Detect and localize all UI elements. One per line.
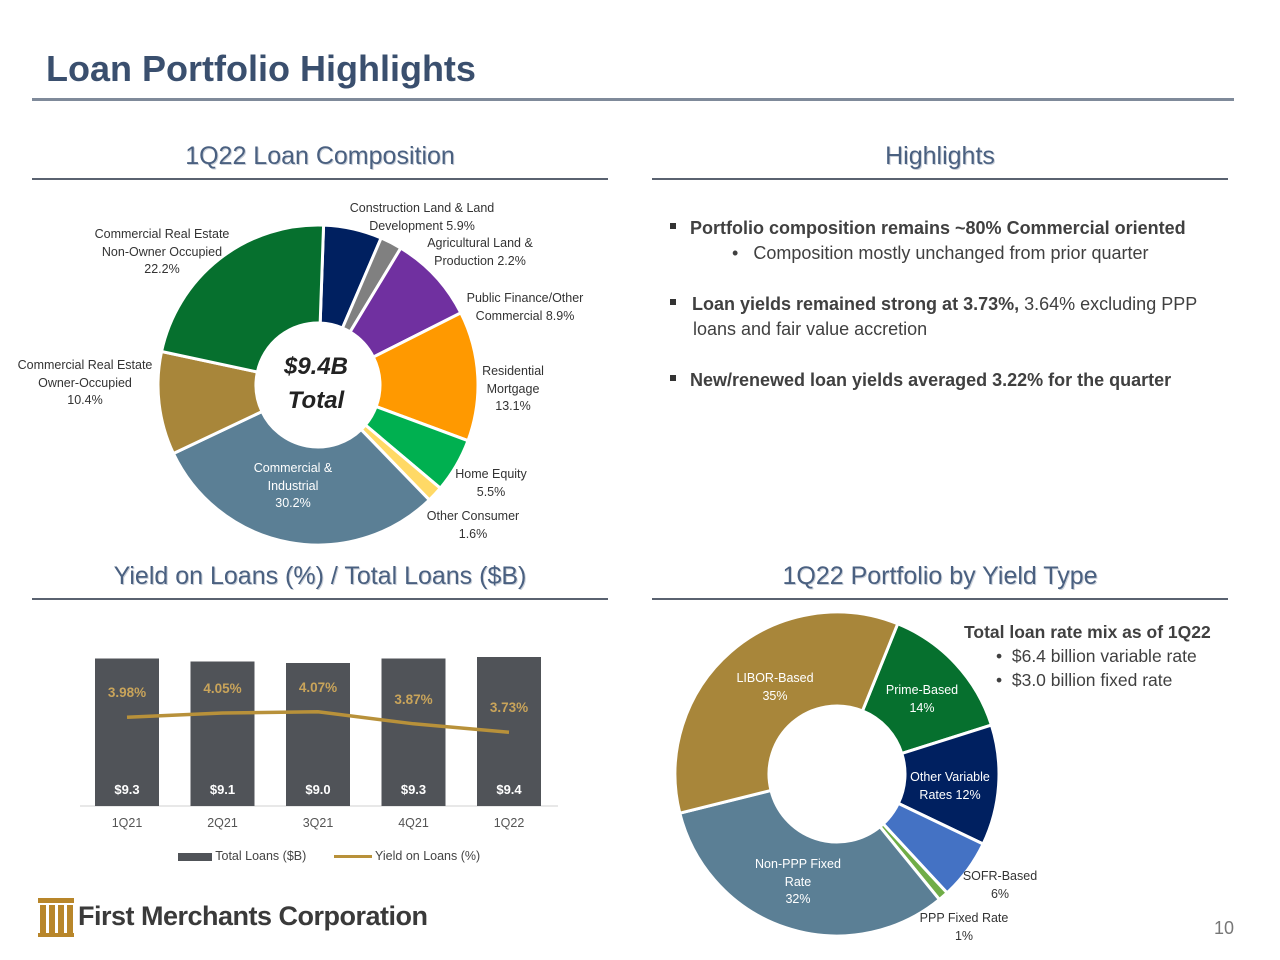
loan-composition-rule bbox=[32, 178, 608, 180]
loan-composition-title: 1Q22 Loan Composition bbox=[185, 142, 455, 170]
yield-type-title: 1Q22 Portfolio by Yield Type bbox=[782, 562, 1098, 590]
legend-label-loans: Total Loans ($B) bbox=[215, 849, 307, 863]
yield-type-rule bbox=[652, 598, 1228, 600]
label-sofr-based: SOFR-Based 6% bbox=[962, 869, 1038, 901]
yield-type-slice-libor-based bbox=[673, 610, 900, 816]
label-commercial-industrial: Commercial & Industrial 30.2% bbox=[253, 461, 333, 510]
label-other-consumer: Other Consumer 1.6% bbox=[426, 509, 520, 541]
composition-slice-residential-mortgage bbox=[371, 310, 480, 443]
bar-1q21 bbox=[95, 658, 159, 806]
bar-value-label-1q22: $9.4 bbox=[496, 782, 522, 797]
label-libor-based: LIBOR-Based 35% bbox=[736, 671, 814, 703]
rate-mix-title: Total loan rate mix as of 1Q22 bbox=[964, 622, 1211, 642]
x-tick-label-4q21: 4Q21 bbox=[398, 816, 429, 830]
rate-mix-item-1: • $6.4 billion variable rate bbox=[996, 646, 1197, 666]
label-residential: Residential Mortgage 13.1% bbox=[482, 364, 544, 413]
yield-value-label-1q22: 3.73% bbox=[489, 700, 529, 716]
highlight-item-2: Loan yields remained strong at 3.73%, 3.… bbox=[670, 292, 1230, 342]
bar-value-label-2q21: $9.1 bbox=[209, 782, 236, 797]
highlights-rule bbox=[652, 178, 1228, 180]
yield-value-label-1q21: 3.98% bbox=[107, 685, 147, 701]
bar-3q21 bbox=[286, 663, 350, 806]
label-prime-based: Prime-Based 14% bbox=[885, 683, 959, 715]
label-other-variable: Other Variable Rates 12% bbox=[910, 770, 990, 802]
label-cre-owner-occupied: Commercial Real Estate Owner-Occupied 10.4… bbox=[17, 358, 153, 407]
rate-mix-item-2: • $3.0 billion fixed rate bbox=[996, 670, 1173, 690]
yield-value-label-2q21: 4.05% bbox=[203, 681, 242, 696]
label-ppp-fixed: PPP Fixed Rate 1% bbox=[919, 911, 1009, 943]
rate-mix-notes: Total loan rate mix as of 1Q22 • $6.4 bi… bbox=[964, 622, 1234, 691]
bar-value-label-4q21: $9.3 bbox=[400, 782, 427, 797]
bar-2q21 bbox=[190, 661, 255, 806]
building-columns-icon bbox=[38, 898, 74, 937]
dot-bullet-icon: • bbox=[732, 243, 739, 263]
yield-chart-title: Yield on Loans (%) / Total Loans ($B) bbox=[113, 562, 527, 590]
yield-value-label-4q21: 3.87% bbox=[394, 691, 433, 707]
label-agricultural: Agricultural Land & Production 2.2% bbox=[427, 236, 533, 268]
label-non-ppp-fixed: Non-PPP Fixed Rate 32% bbox=[755, 857, 841, 906]
x-tick-label-3q21: 3Q21 bbox=[302, 816, 334, 830]
yield-type-slice-non-ppp-fixed-rate bbox=[677, 788, 942, 938]
square-bullet-icon bbox=[670, 375, 676, 382]
label-public-finance: Public Finance/Other Commercial 8.9% bbox=[466, 291, 584, 323]
legend-swatch-loans bbox=[178, 852, 212, 861]
composition-slice-commercial-industrial bbox=[171, 409, 432, 547]
highlights-title: Highlights bbox=[885, 142, 995, 170]
bar-legend: Total Loans ($B) Yield on Loans (%) bbox=[178, 849, 480, 863]
yield-line bbox=[126, 710, 510, 734]
x-tick-label-1q22: 1Q22 bbox=[493, 816, 525, 830]
square-bullet-icon bbox=[670, 299, 676, 306]
center-total-value: $9.4B bbox=[283, 353, 349, 380]
yield-type-slice-prime-based bbox=[860, 621, 994, 756]
bar-value-label-3q21: $9.0 bbox=[305, 782, 331, 797]
legend-label-yield: Yield on Loans (%) bbox=[375, 849, 481, 863]
logo-text: First Merchants Corporation bbox=[78, 901, 428, 931]
x-tick-label-2q21: 2Q21 bbox=[207, 816, 238, 830]
composition-slice-commercial-real-estate-non-owner-occupied bbox=[159, 223, 326, 374]
center-total-label: Total bbox=[287, 387, 345, 414]
yield-value-label-3q21: 4.07% bbox=[298, 679, 338, 695]
page-title: Loan Portfolio Highlights bbox=[46, 48, 476, 89]
bar-4q21 bbox=[381, 658, 446, 806]
page-number: 10 bbox=[1213, 918, 1234, 938]
highlight-item-3: New/renewed loan yields averaged 3.22% f… bbox=[670, 368, 1230, 393]
composition-center-total: $9.4B Total bbox=[266, 350, 366, 418]
label-cre-non-owner: Commercial Real Estate Non-Owner Occupied… bbox=[94, 227, 230, 276]
title-divider bbox=[32, 98, 1234, 101]
highlights-list: Portfolio composition remains ~80% Comme… bbox=[670, 216, 1230, 393]
bar-value-label-1q21: $9.3 bbox=[114, 782, 140, 797]
highlight-sub-1: • Composition mostly unchanged from prio… bbox=[732, 243, 1149, 263]
x-tick-label-1q21: 1Q21 bbox=[111, 816, 143, 830]
highlight-item-1: Portfolio composition remains ~80% Comme… bbox=[670, 216, 1230, 241]
label-home-equity: Home Equity 5.5% bbox=[455, 467, 527, 499]
yield-chart-rule bbox=[32, 598, 608, 600]
square-bullet-icon bbox=[670, 223, 676, 230]
legend-swatch-yield bbox=[333, 855, 372, 859]
label-construction: Construction Land & Land Development 5.9% bbox=[349, 201, 495, 233]
